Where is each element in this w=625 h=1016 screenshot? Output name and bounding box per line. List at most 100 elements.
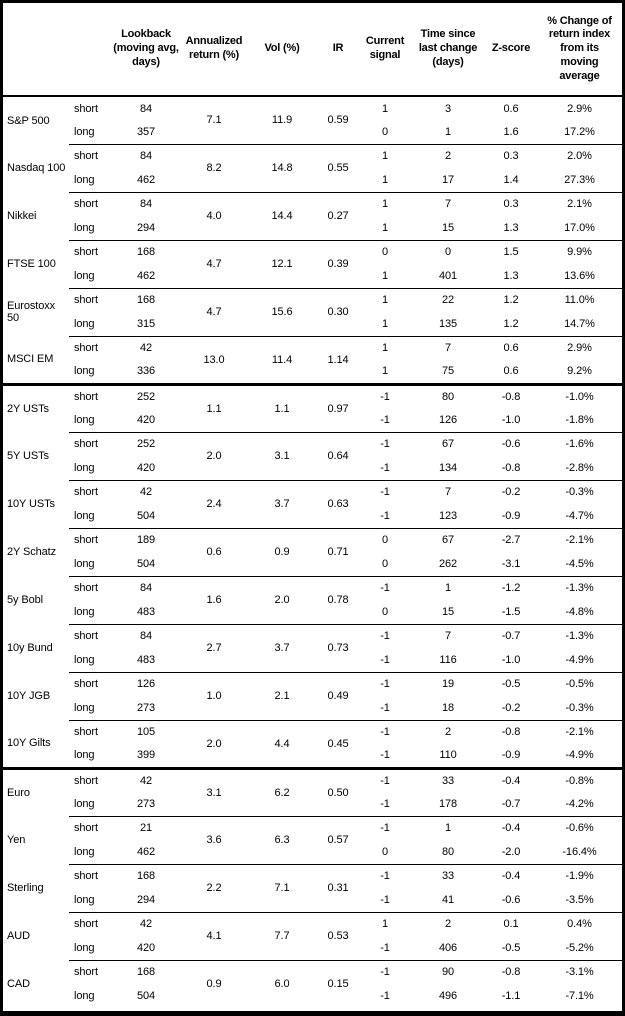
time-since-value: 15 xyxy=(441,605,455,618)
current-signal-value: 1 xyxy=(381,173,389,186)
z-score-value: -1.5 xyxy=(501,605,521,618)
ir-value: 0.71 xyxy=(317,527,359,576)
z-score-value: -1.2 xyxy=(485,575,537,600)
z-score-value: 0.6 xyxy=(503,365,519,378)
annualized-return-value: 4.0 xyxy=(181,191,247,240)
lookback-value: 252 xyxy=(111,382,181,408)
lookback-value: 294 xyxy=(136,893,156,906)
asset-row-long: long 294 -1 41 -0.6 -3.5% xyxy=(3,888,622,912)
asset-group: 10Y Gilts short 105 2.0 4.4 0.45 -1 2 -0.8 -2.1% l… xyxy=(3,719,622,768)
pct-change-value: -1.0% xyxy=(537,382,622,408)
time-since-value: 0 xyxy=(411,239,485,264)
asset-row-short: 2Y Schatz short 189 0.6 0.9 0.71 0 67 -2.7 -2.1% xyxy=(3,527,622,576)
ir-value: 0.64 xyxy=(317,431,359,480)
asset-row-short: MSCI EM short 42 13.0 11.4 1.14 1 7 0.6 2.9% xyxy=(3,335,622,384)
horizon-label: short xyxy=(69,671,111,696)
asset-row-long: long 483 -1 116 -1.0 -4.9% xyxy=(3,648,622,672)
time-since-value: 18 xyxy=(441,701,455,714)
ir-value: 0.73 xyxy=(317,623,359,672)
horizon-label: long xyxy=(74,221,95,234)
current-signal-value: -1 xyxy=(359,575,411,600)
lookback-value: 105 xyxy=(111,719,181,744)
asset-group: S&P 500 short 84 7.1 11.9 0.59 1 3 0.6 2.9% long 35… xyxy=(3,95,622,144)
asset-group: 10Y JGB short 126 1.0 2.1 0.49 -1 19 -0.5 -0.5% lo… xyxy=(3,671,622,720)
current-signal-value: 1 xyxy=(381,317,389,330)
time-since-value: 80 xyxy=(411,382,485,408)
asset-row-long: long 336 1 75 0.6 9.2% xyxy=(3,360,622,384)
ir-value: 0.59 xyxy=(317,95,359,144)
ir-value: 0.45 xyxy=(317,719,359,768)
asset-row-long: long 483 0 15 -1.5 -4.8% xyxy=(3,600,622,624)
asset-row-long: long 315 1 135 1.2 14.7% xyxy=(3,312,622,336)
horizon-label: short xyxy=(69,191,111,216)
asset-name: MSCI EM xyxy=(7,353,54,366)
asset-row-long: long 273 -1 178 -0.7 -4.2% xyxy=(3,792,622,816)
pct-change-value: -1.3% xyxy=(537,575,622,600)
vol-value: 11.9 xyxy=(247,95,317,144)
horizon-label: short xyxy=(69,143,111,168)
horizon-label: short xyxy=(69,479,111,504)
asset-row-short: 10Y JGB short 126 1.0 2.1 0.49 -1 19 -0.5 -0.5% xyxy=(3,671,622,720)
lookback-value: 273 xyxy=(136,797,156,810)
pct-change-value: -2.8% xyxy=(565,461,594,474)
asset-row-short: Sterling short 168 2.2 7.1 0.31 -1 33 -0.4 -1.9% xyxy=(3,863,622,912)
z-score-value: 1.5 xyxy=(485,239,537,264)
asset-group: 5Y USTs short 252 2.0 3.1 0.64 -1 67 -0.6 -1.6% lo… xyxy=(3,431,622,480)
current-signal-value: 0 xyxy=(381,605,389,618)
z-score-value: -0.9 xyxy=(501,509,521,522)
lookback-value: 84 xyxy=(111,95,181,120)
z-score-value: -0.8 xyxy=(485,959,537,984)
ir-value: 1.14 xyxy=(317,335,359,384)
z-score-value: 1.2 xyxy=(485,287,537,312)
asset-name: 10Y USTs xyxy=(7,498,55,510)
ir-value: 0.78 xyxy=(317,575,359,624)
current-signal-value: -1 xyxy=(380,893,390,906)
lookback-value: 336 xyxy=(136,365,156,378)
annualized-return-value: 8.2 xyxy=(181,143,247,192)
asset-row-long: long 399 -1 110 -0.9 -4.9% xyxy=(3,744,622,768)
horizon-label: short xyxy=(69,815,111,840)
asset-row-short: 5y Bobl short 84 1.6 2.0 0.78 -1 1 -1.2 -1.3% xyxy=(3,575,622,624)
time-since-value: 1 xyxy=(411,815,485,840)
pct-change-value: -0.6% xyxy=(537,815,622,840)
time-since-value: 262 xyxy=(438,557,458,570)
pct-change-value: 9.2% xyxy=(567,365,592,378)
vol-value: 14.8 xyxy=(247,143,317,192)
pct-change-value: -0.8% xyxy=(537,766,622,792)
annualized-return-value: 2.7 xyxy=(181,623,247,672)
current-signal-value: 1 xyxy=(381,269,389,282)
current-signal-value: -1 xyxy=(359,382,411,408)
lookback-value: 462 xyxy=(136,173,156,186)
current-signal-value: -1 xyxy=(380,461,390,474)
lookback-value: 84 xyxy=(111,623,181,648)
ir-value: 0.97 xyxy=(317,382,359,432)
asset-name: Nikkei xyxy=(7,210,37,222)
current-signal-value: -1 xyxy=(380,509,390,522)
pct-change-value: 27.3% xyxy=(564,173,595,186)
z-score-value: -0.8 xyxy=(501,461,521,474)
header-pct-change: % Change of return index from its moving… xyxy=(537,3,622,97)
ir-value: 0.55 xyxy=(317,143,359,192)
z-score-value: -0.7 xyxy=(485,623,537,648)
horizon-label: long xyxy=(74,749,95,762)
current-signal-value: 0 xyxy=(381,845,389,858)
time-since-value: 123 xyxy=(438,509,458,522)
header-z-score: Z-score xyxy=(485,3,537,97)
asset-row-short: Nasdaq 100 short 84 8.2 14.8 0.55 1 2 0.3 2.0% xyxy=(3,143,622,192)
lookback-value: 126 xyxy=(111,671,181,696)
asset-row-short: FTSE 100 short 168 4.7 12.1 0.39 0 0 1.5 9.9% xyxy=(3,239,622,288)
lookback-value: 168 xyxy=(111,287,181,312)
asset-name: 10Y JGB xyxy=(7,690,51,702)
annualized-return-value: 4.7 xyxy=(181,287,247,336)
horizon-label: short xyxy=(69,95,111,120)
horizon-label: short xyxy=(69,527,111,552)
vol-value: 15.6 xyxy=(247,287,317,336)
current-signal-value: 1 xyxy=(359,143,411,168)
z-score-value: -3.1 xyxy=(501,557,521,570)
lookback-value: 84 xyxy=(111,575,181,600)
current-signal-value: 1 xyxy=(381,365,389,378)
header-time-since: Time since last change (days) xyxy=(411,3,485,97)
z-score-value: -1.1 xyxy=(501,990,521,1002)
annualized-return-value: 2.0 xyxy=(181,431,247,480)
horizon-label: short xyxy=(69,623,111,648)
